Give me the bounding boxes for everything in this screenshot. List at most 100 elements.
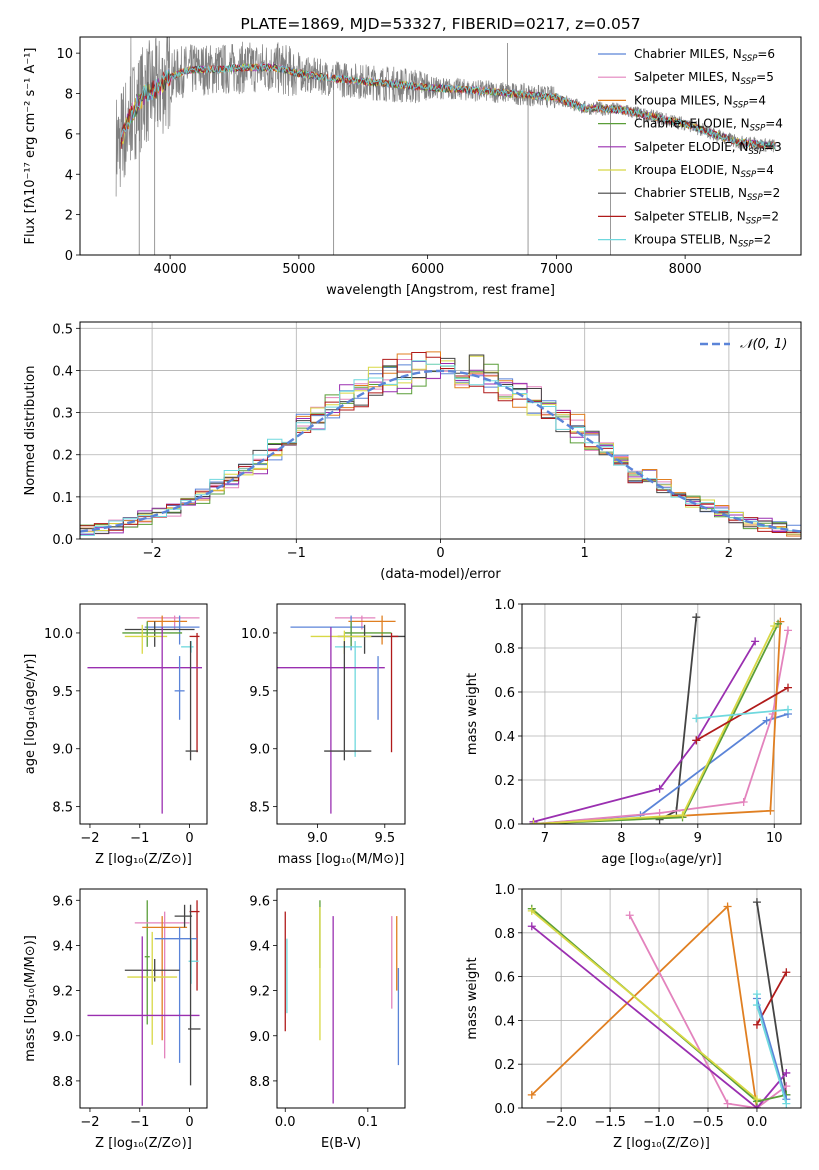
y-tick-label: 9.2 <box>52 985 73 1000</box>
x-tick-label: 9.5 <box>374 831 395 846</box>
x-axis-label: Z [log₁₀(Z/Z⊙)] <box>95 852 192 867</box>
y-axis-label: Normed distribution <box>23 366 38 496</box>
plus-marker <box>784 705 793 714</box>
x-tick-label: −2 <box>80 1115 99 1130</box>
x-tick-label: 5000 <box>282 262 315 277</box>
plus-marker <box>752 1001 761 1010</box>
axes-mass-vs-Z: −2 −1 0 8.8 9.0 9.2 9.4 9.6 Z [log₁₀(Z/Z⊙)] mass … <box>23 888 208 1151</box>
y-tick-label: 9.5 <box>249 685 270 700</box>
y-tick-label: 0.0 <box>494 818 515 833</box>
y-axis-label: Flux [fλ10⁻¹⁷ erg cm⁻² s⁻¹ A⁻¹] <box>23 48 38 245</box>
plus-marker <box>655 784 664 793</box>
y-tick-label: 0.2 <box>494 1058 515 1073</box>
y-tick-label: 1.0 <box>494 883 515 898</box>
axes-frame <box>79 36 802 256</box>
y-tick-label: 0 <box>65 249 73 264</box>
plot-area <box>115 37 776 255</box>
x-tick-label: 8000 <box>669 262 702 277</box>
x-tick-label: −0.5 <box>692 1115 724 1130</box>
y-tick-label: 8 <box>65 88 73 103</box>
plus-marker <box>770 622 779 630</box>
y-tick-label: 4 <box>65 168 73 183</box>
y-tick-label: 9.0 <box>249 743 270 758</box>
plus-marker <box>527 1090 536 1099</box>
y-tick-label: 9.6 <box>52 894 73 909</box>
y-tick-label: 0.1 <box>52 491 73 506</box>
plus-marker <box>751 637 760 646</box>
model-spectrum-line <box>120 62 776 149</box>
y-tick-label: 9.0 <box>52 743 73 758</box>
y-tick-label: 10.0 <box>241 627 270 642</box>
y-tick-label: 0.8 <box>494 642 515 657</box>
x-tick-label: 0 <box>185 831 193 846</box>
legend-label: 𝒩(0, 1) <box>740 337 787 352</box>
x-tick-label: −1.0 <box>643 1115 675 1130</box>
y-tick-label: 10 <box>56 47 73 62</box>
plus-marker <box>723 1099 732 1108</box>
legend-label: Chabrier MILES, NSSP=6 <box>634 47 775 64</box>
x-tick-label: 0 <box>185 1115 193 1130</box>
x-tick-label: 10 <box>766 831 783 846</box>
axes-residuals: −2 −1 0 1 2 0.0 0.1 0.2 0.3 0.4 0.5 (data-model)/er… <box>23 321 802 582</box>
axes-massweight-vs-Z: −2.0 −1.5 −1.0 −0.5 0.0 0.0 0.2 0.4 0.6 0.8 1.0 Z [… <box>465 883 802 1151</box>
weight-series-line <box>533 713 789 824</box>
x-axis-label: wavelength [Angstrom, rest frame] <box>326 283 555 298</box>
plus-marker <box>752 1095 761 1104</box>
x-tick-label: −2.0 <box>545 1115 577 1130</box>
legend-label: Salpeter STELIB, NSSP=2 <box>634 209 779 226</box>
weight-series-line <box>533 625 776 824</box>
y-tick-label: 10.0 <box>44 627 73 642</box>
y-axis-label: mass weight <box>465 957 480 1039</box>
y-tick-label: 8.8 <box>249 1075 270 1090</box>
y-tick-label: 1.0 <box>494 598 515 613</box>
x-tick-label: −2 <box>143 546 162 561</box>
x-tick-label: 7 <box>541 831 549 846</box>
plot-area <box>87 615 203 814</box>
legend-label: Chabrier STELIB, NSSP=2 <box>634 186 780 203</box>
x-axis-label: Z [log₁₀(Z/Z⊙)] <box>95 1136 192 1151</box>
plot-area <box>277 615 405 814</box>
plus-marker <box>752 1020 761 1029</box>
y-tick-label: 0.4 <box>494 730 515 745</box>
weight-series-line <box>531 910 758 1100</box>
plus-marker <box>527 922 536 931</box>
y-tick-label: 9.4 <box>52 939 73 954</box>
y-tick-label: 0.2 <box>494 774 515 789</box>
plus-marker <box>782 968 791 977</box>
legend-label: Kroupa MILES, NSSP=4 <box>634 93 766 110</box>
x-tick-label: 9 <box>694 831 702 846</box>
x-tick-label: 9.0 <box>307 831 328 846</box>
axes-mass-vs-EBV: 0.0 0.1 8.8 9.0 9.2 9.4 9.6 E(B-V) <box>249 888 406 1151</box>
legend-label: Kroupa ELODIE, NSSP=4 <box>634 163 774 180</box>
y-tick-label: 9.6 <box>249 894 270 909</box>
x-tick-label: 0 <box>436 546 444 561</box>
x-tick-label: −2 <box>80 831 99 846</box>
axes-massweight-vs-age: 7 8 9 10 0.0 0.2 0.4 0.6 0.8 1.0 age [log₁₀(age/yr… <box>465 598 802 867</box>
x-tick-label: 4000 <box>154 262 187 277</box>
weight-series-line <box>628 914 787 1108</box>
model-spectrum-line <box>120 63 776 150</box>
plus-marker <box>723 902 732 911</box>
plus-marker <box>782 1099 791 1108</box>
y-tick-label: 9.2 <box>249 985 270 1000</box>
plot-area <box>284 900 400 1104</box>
plot-area <box>80 351 801 537</box>
x-tick-label: 8 <box>617 831 625 846</box>
plus-marker <box>739 798 748 806</box>
plus-marker <box>784 626 793 635</box>
y-tick-label: 8.5 <box>249 801 270 816</box>
x-tick-label: 1 <box>581 546 589 561</box>
weight-series-line <box>533 640 756 823</box>
plot-area <box>527 898 791 1108</box>
weight-series-line <box>531 925 787 1108</box>
x-tick-label: −1 <box>287 546 306 561</box>
y-tick-label: 0.3 <box>52 407 73 422</box>
plus-marker <box>529 820 538 824</box>
y-tick-label: 8.5 <box>52 801 73 816</box>
axes-frame <box>79 888 208 1109</box>
y-tick-label: 6 <box>65 128 73 143</box>
legend-label: Salpeter MILES, NSSP=5 <box>634 70 774 87</box>
weight-series-line <box>756 998 788 1100</box>
plus-marker <box>784 683 793 692</box>
y-tick-label: 9.4 <box>249 939 270 954</box>
